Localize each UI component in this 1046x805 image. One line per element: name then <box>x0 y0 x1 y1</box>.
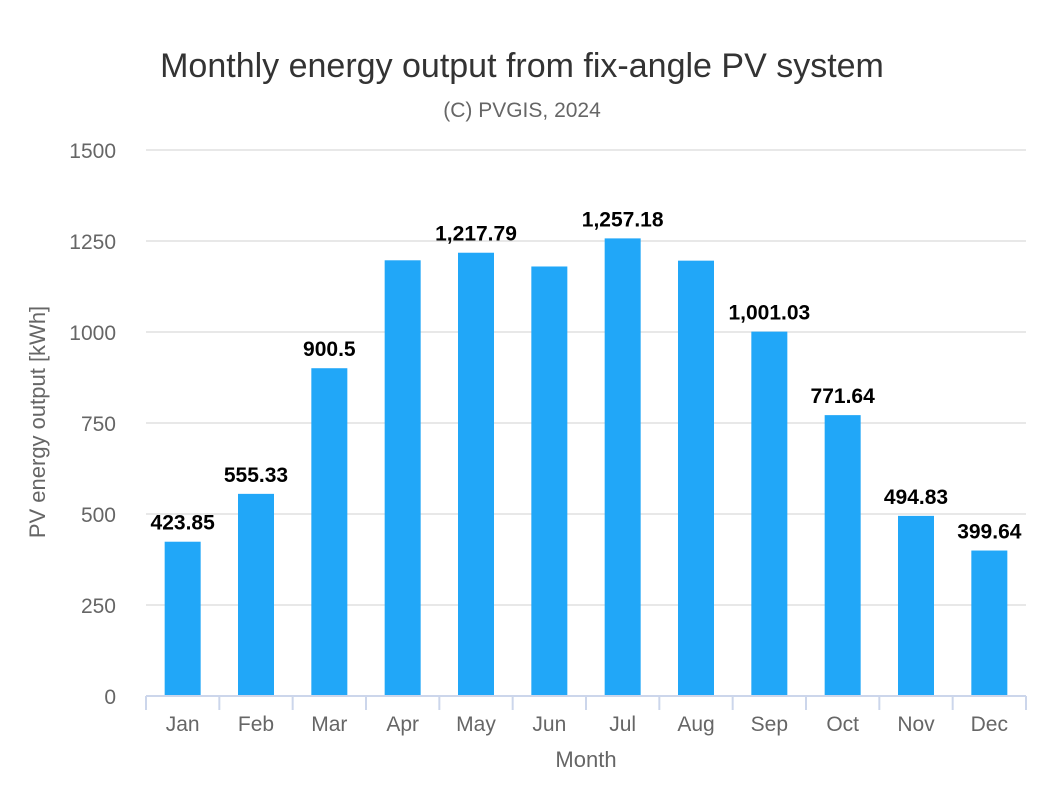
bar-may[interactable] <box>458 252 494 697</box>
x-tick-label: Jan <box>166 713 200 736</box>
data-label-jan: 423.85 <box>151 512 216 535</box>
x-tick-label: Mar <box>311 713 347 736</box>
x-axis-title: Month <box>555 747 616 772</box>
bar-aug[interactable] <box>678 260 714 696</box>
y-axis-title: PV energy output [kWh] <box>25 306 50 538</box>
y-tick-label: 500 <box>81 504 116 527</box>
bar-jun[interactable] <box>531 266 568 696</box>
data-label-sep: 1,001.03 <box>728 302 810 325</box>
y-tick-label: 750 <box>81 413 116 436</box>
x-axis: Jan Feb Mar Apr May Jun Jul Aug Sep Oct Nov Dec <box>145 695 1027 736</box>
x-tick-label: Jul <box>609 713 636 736</box>
bar-apr[interactable] <box>384 260 421 696</box>
x-tick-label: Dec <box>971 713 1008 736</box>
bar-feb[interactable] <box>238 493 274 696</box>
bar-jan[interactable] <box>164 541 201 696</box>
data-labels-layer: 423.85 555.33 900.5 1,217.79 1,257.18 1,001.0… <box>151 208 1022 543</box>
y-tick-label: 1250 <box>69 231 116 254</box>
chart-title: Monthly energy output from fix-angle PV … <box>160 47 884 85</box>
y-tick-label: 1500 <box>69 140 116 163</box>
data-label-nov: 494.83 <box>884 486 948 509</box>
bar-nov[interactable] <box>898 515 934 696</box>
data-label-jul: 1,257.18 <box>582 208 664 231</box>
chart-subtitle: (C) PVGIS, 2024 <box>443 99 601 122</box>
x-tick-label: Apr <box>386 713 419 736</box>
x-tick-label: Feb <box>238 713 274 736</box>
x-tick-label: May <box>456 713 496 736</box>
x-tick-label: Oct <box>826 713 859 736</box>
data-label-may: 1,217.79 <box>435 223 517 246</box>
x-tick-label: Nov <box>897 713 935 736</box>
bar-jul[interactable] <box>604 238 641 696</box>
bar-sep[interactable] <box>751 331 788 696</box>
data-label-mar: 900.5 <box>303 338 356 361</box>
bar-dec[interactable] <box>971 550 1008 696</box>
y-tick-label: 1000 <box>69 322 116 345</box>
data-label-oct: 771.64 <box>811 385 876 408</box>
x-tick-label: Sep <box>751 713 788 736</box>
y-tick-label: 0 <box>104 686 116 709</box>
bar-mar[interactable] <box>311 368 348 696</box>
bar-oct[interactable] <box>824 415 861 696</box>
y-tick-label: 250 <box>81 595 116 618</box>
x-tick-label: Aug <box>677 713 714 736</box>
data-label-feb: 555.33 <box>224 464 288 487</box>
x-tick-label: Jun <box>532 713 566 736</box>
bars-layer <box>164 238 1008 697</box>
data-label-dec: 399.64 <box>957 521 1022 544</box>
grid-layer <box>146 149 1026 606</box>
y-axis: 0 250 500 750 1000 1250 1500 <box>69 140 116 709</box>
